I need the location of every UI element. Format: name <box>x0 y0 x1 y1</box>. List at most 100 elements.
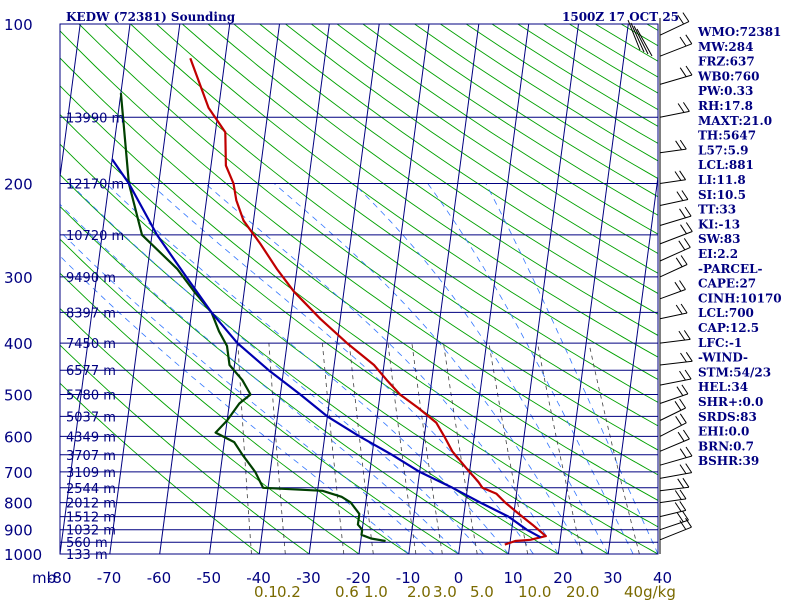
mixing-ratio-label: 0.2 <box>277 583 301 600</box>
height-label: 133 m <box>66 548 108 563</box>
wind-barb-flag <box>686 223 692 232</box>
temperature-tick-label: -50 <box>197 569 222 587</box>
dry-adiabat-line <box>105 24 800 554</box>
mixing-ratio-label: 5.0 <box>470 583 494 600</box>
sounding-index-label: L57:5.9 <box>698 143 748 157</box>
wind-barb-shaft <box>660 527 692 540</box>
wind-barb-flag <box>677 387 683 396</box>
dewpoint-profile-line <box>121 93 386 541</box>
wind-barb-flag <box>678 432 684 441</box>
wind-barb-shaft <box>660 510 686 516</box>
sounding-index-label: BRN:0.7 <box>698 439 754 453</box>
wind-barb-shaft <box>660 520 689 530</box>
dry-adiabat-line <box>518 24 800 554</box>
sounding-index-label: CAP:12.5 <box>698 321 759 335</box>
dry-adiabat-line <box>79 24 800 554</box>
sounding-index-label: EHI:0.0 <box>698 425 749 439</box>
wind-barb-flag <box>676 258 682 267</box>
isotherm-line <box>309 24 379 554</box>
pressure-tick-label: 900 <box>4 522 33 540</box>
wind-barb-shaft <box>660 265 687 277</box>
height-label: 13990 m <box>66 111 124 126</box>
temperature-tick-label: 30 <box>603 569 622 587</box>
sounding-index-label: SW:83 <box>698 232 740 246</box>
wind-barb-flag <box>679 331 685 340</box>
wind-barb-flag <box>681 225 687 234</box>
wind-barb-flag <box>686 464 692 473</box>
sounding-index-label: -PARCEL- <box>698 262 763 276</box>
temperature-tick-label: -80 <box>47 569 72 587</box>
dry-adiabat-line <box>0 24 409 554</box>
wind-barb-flag <box>680 371 686 380</box>
wind-barb-flag <box>686 447 692 456</box>
pressure-tick-label: 1000 <box>4 546 42 564</box>
wind-barb-shaft <box>660 423 686 437</box>
pressure-tick-label: 700 <box>4 464 33 482</box>
moist-adiabat-line <box>428 184 633 555</box>
wind-barb-flag <box>682 191 688 200</box>
temperature-tick-label: -60 <box>147 569 172 587</box>
wind-barb-flag <box>680 465 686 474</box>
isotherm-line <box>509 24 579 554</box>
height-label: 3109 m <box>66 466 116 481</box>
wind-barb-shaft <box>660 473 692 479</box>
wind-barb-flag <box>678 479 684 488</box>
sounding-index-label: BSHR:39 <box>698 454 759 468</box>
wind-barb-flag <box>681 256 687 265</box>
sounding-index-label: TT:33 <box>698 203 736 217</box>
sounding-index-label: SHR+:0.0 <box>698 395 763 409</box>
temperature-tick-label: -70 <box>97 569 122 587</box>
wind-barb-flag <box>676 305 682 314</box>
wind-barb-flag <box>685 370 691 379</box>
sounding-index-label: EI:2.2 <box>698 247 738 261</box>
wind-barb-flag <box>677 192 683 201</box>
isotherm-line <box>558 24 628 554</box>
wind-barb-shaft <box>660 44 692 56</box>
wind-barb-shaft <box>660 361 692 365</box>
wind-barb-flag <box>680 140 686 149</box>
pressure-tick-label: 400 <box>4 335 33 353</box>
wind-barb-flag <box>675 401 681 410</box>
pressure-tick-label: 600 <box>4 428 33 446</box>
pressure-tick-label: 500 <box>4 387 33 405</box>
wind-barb-flag <box>686 66 692 75</box>
sounding-index-label: WB0:760 <box>697 69 759 83</box>
height-label: 10720 m <box>66 229 124 244</box>
sounding-index-label: MAXT:21.0 <box>698 114 772 128</box>
mixing-ratio-line <box>412 343 442 554</box>
sounding-index-label: CAPE:27 <box>698 277 756 291</box>
mixing-ratio-line <box>538 343 582 554</box>
sounding-index-label: TH:5647 <box>698 129 756 143</box>
sounding-index-label: LCL:700 <box>698 306 754 320</box>
moist-adiabat-line <box>106 184 508 555</box>
sounding-index-label: STM:54/23 <box>698 365 771 379</box>
height-label: 9490 m <box>66 271 116 286</box>
height-label: 7450 m <box>66 337 116 352</box>
height-label: 5037 m <box>66 410 116 425</box>
wind-barb-shaft <box>660 216 691 225</box>
sounding-index-label: LI:11.8 <box>698 173 746 187</box>
wind-barb-flag <box>680 68 686 77</box>
pressure-tick-label: 800 <box>4 495 33 513</box>
wind-barb-shaft <box>660 111 689 117</box>
mixing-ratio-label: 3.0 <box>433 583 457 600</box>
wind-barb-flag <box>683 13 689 22</box>
moist-adiabat-line <box>150 184 533 555</box>
wind-barb-shaft <box>660 313 687 319</box>
wind-barb-flag <box>683 430 689 439</box>
isotherm-line <box>459 24 529 554</box>
wind-barb-shaft <box>660 394 688 404</box>
isotherm-line <box>359 24 429 554</box>
wind-barb-shaft <box>660 200 688 206</box>
wind-barb-shaft <box>660 232 692 244</box>
chart-title: KEDW (72381) Sounding <box>66 10 236 24</box>
sounding-index-label: MW:284 <box>698 40 753 54</box>
wind-barb-flag <box>683 102 689 111</box>
wind-barb-flag <box>686 35 692 44</box>
wind-barb-flag <box>675 282 681 291</box>
isotherm-line <box>259 24 329 554</box>
height-label: 5780 m <box>66 389 116 404</box>
mixing-ratio-label: 0.6 <box>335 583 359 600</box>
